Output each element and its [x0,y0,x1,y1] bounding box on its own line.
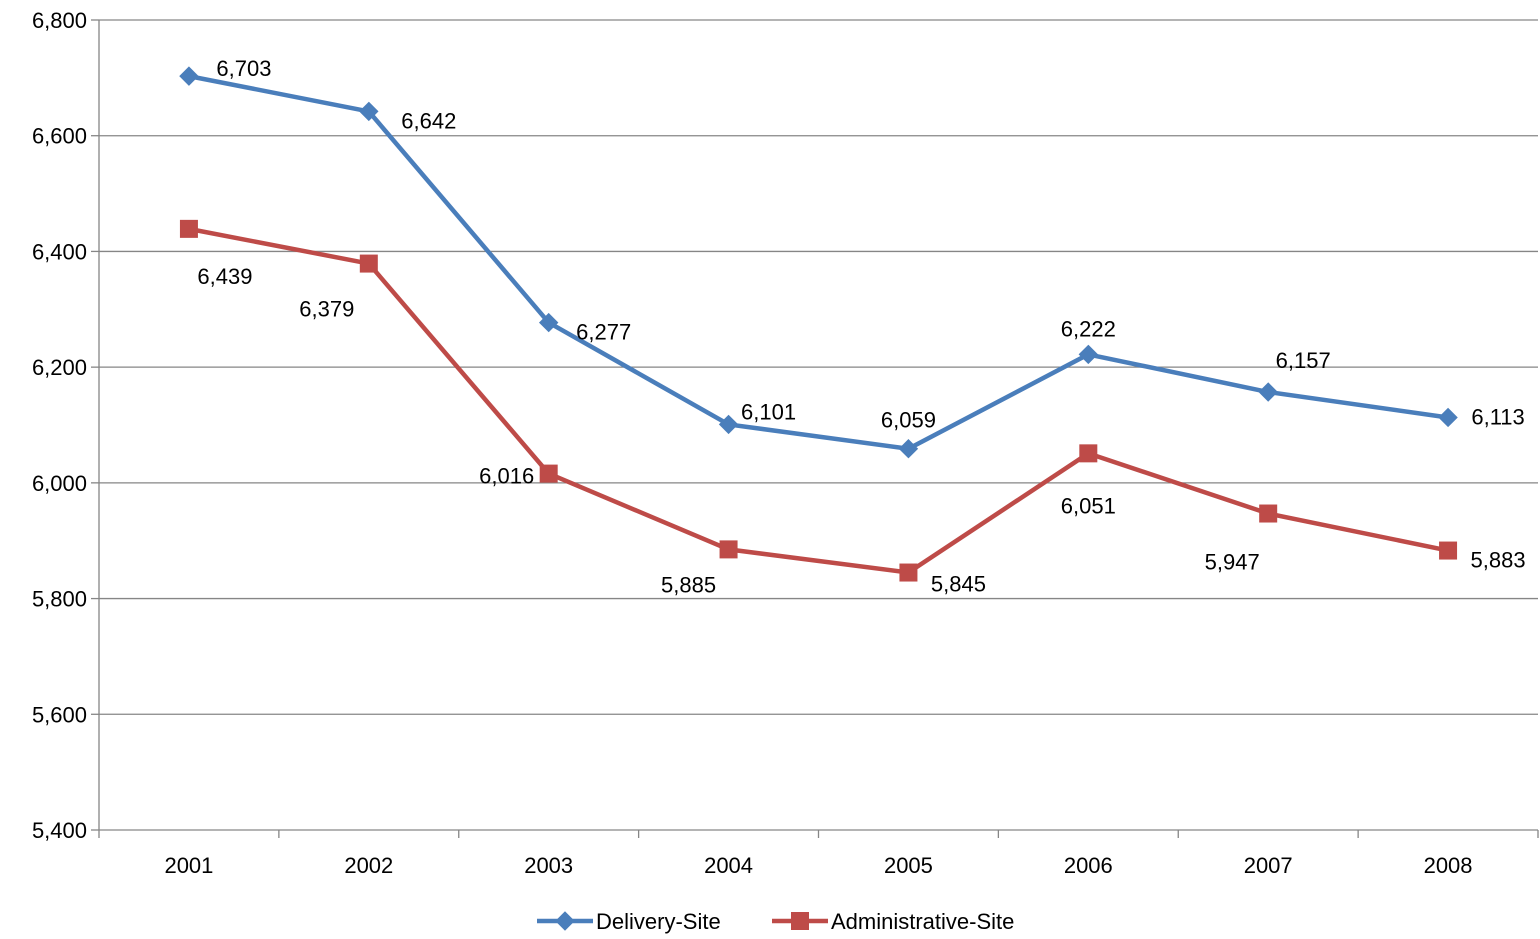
x-tick-label: 2007 [1244,853,1293,878]
y-tick-label: 6,400 [32,239,87,264]
x-tick-label: 2005 [884,853,933,878]
y-tick-label: 5,800 [32,587,87,612]
y-tick-label: 5,400 [32,818,87,843]
data-label: 6,059 [881,408,936,433]
data-point [718,414,739,435]
data-label: 5,883 [1471,548,1526,573]
data-label: 6,016 [479,464,534,489]
legend-item: Delivery-Site [537,909,721,934]
legend-label: Administrative-Site [831,909,1014,934]
legend: Delivery-Site Administrative-Site [537,909,1014,934]
data-labels: 6,703 6,642 6,277 6,101 6,059 6,222 6,157 6,113… [197,56,1525,597]
data-point [179,66,199,86]
y-tick-label: 6,600 [32,124,87,149]
data-label: 6,439 [197,264,252,289]
data-label: 6,222 [1061,316,1116,341]
data-point [1258,382,1278,402]
data-label: 6,157 [1276,348,1331,373]
series-lines [179,66,1458,582]
legend-item: Administrative-Site [772,909,1014,934]
data-point [1078,344,1099,365]
y-tick-label: 6,800 [32,8,87,33]
series-delivery-site [179,66,1458,459]
data-label: 6,113 [1471,404,1524,429]
legend-label: Delivery-Site [596,909,721,934]
data-label: 5,947 [1205,550,1260,575]
data-point [359,101,379,122]
x-tick-label: 2001 [164,853,213,878]
gridlines [99,19,1538,715]
data-point [539,464,558,483]
data-point [1438,407,1458,428]
data-label: 6,379 [299,297,354,322]
data-label: 6,277 [576,320,631,345]
series-line [188,226,1449,575]
data-point [1079,444,1098,463]
y-tick-label: 6,000 [32,471,87,496]
data-point [899,563,918,582]
axes: 5,400 5,600 5,800 6,000 6,200 6,400 6,600 6,800… [32,8,1539,878]
data-point [1439,541,1458,560]
data-label: 5,885 [661,572,716,597]
data-point [719,540,738,559]
x-tick-label: 2006 [1064,853,1113,878]
x-tick-label: 2002 [344,853,393,878]
data-label: 5,845 [931,572,986,597]
data-point [359,254,378,273]
data-label: 6,051 [1061,493,1116,518]
data-label: 6,642 [401,108,456,133]
x-tick-label: 2004 [704,853,753,878]
data-point [1259,504,1278,523]
legend-marker [791,912,809,930]
x-tick-label: 2003 [524,853,573,878]
y-tick-label: 5,600 [32,702,87,727]
data-point [898,439,919,459]
data-point [179,219,198,238]
series-administrative-site [179,219,1458,582]
y-tick-label: 6,200 [32,355,87,380]
data-point [538,312,559,333]
series-line [188,73,1449,451]
x-tick-label: 2008 [1424,853,1473,878]
data-label: 6,703 [216,56,271,81]
legend-marker [555,911,575,931]
data-label: 6,101 [741,399,796,424]
